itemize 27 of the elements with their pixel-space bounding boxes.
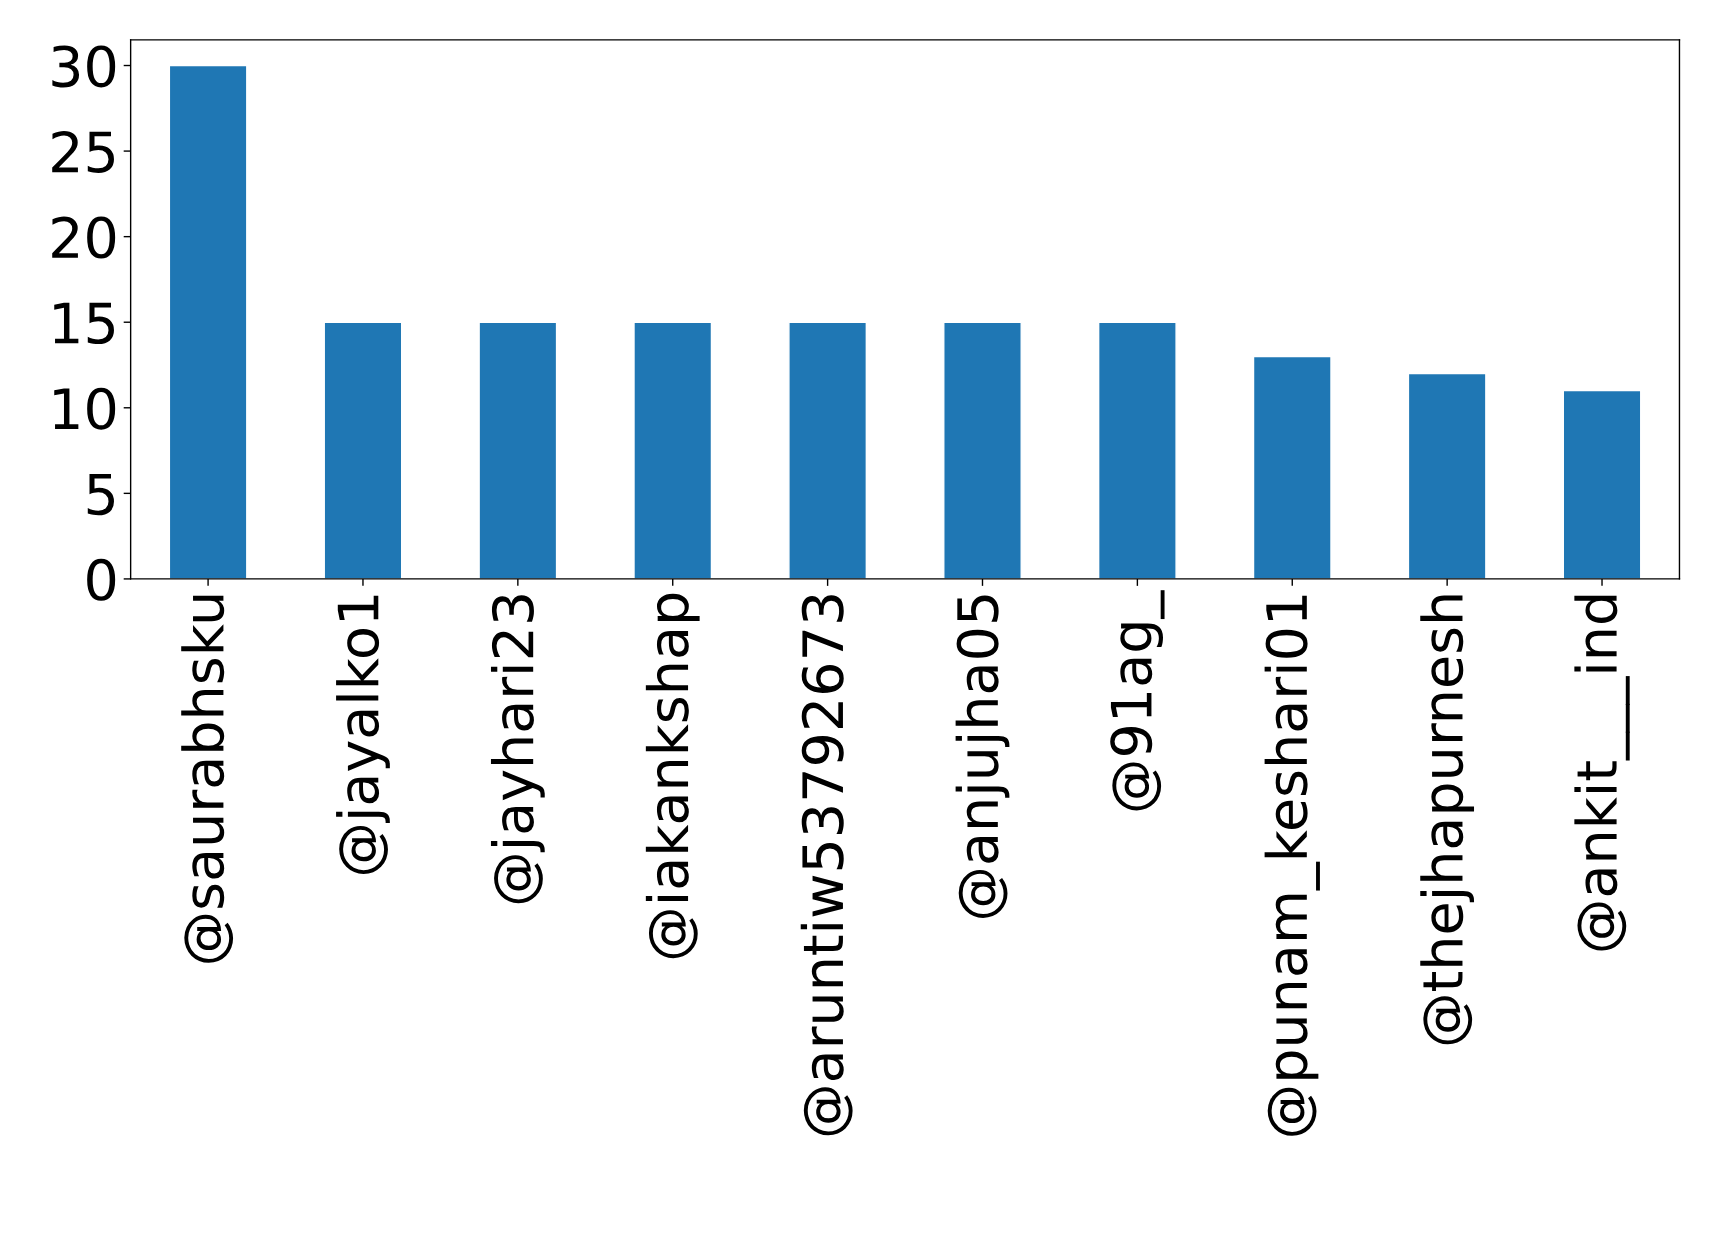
y-tick-label: 15 — [54, 302, 114, 345]
x-tick-label: @saurabhsku — [181, 595, 234, 963]
y-tick-label: 0 — [87, 558, 116, 601]
x-tick-label: @anjujha05 — [955, 595, 1010, 918]
y-tick-label: 30 — [52, 45, 116, 88]
bar — [1562, 389, 1642, 579]
y-tick-label: 10 — [54, 387, 116, 430]
bar — [1252, 355, 1332, 579]
x-tick-label: @aruntiw53792673 — [800, 595, 853, 1136]
bar — [1407, 372, 1487, 579]
bar — [323, 321, 403, 579]
bar — [633, 321, 713, 579]
y-tick-label: 25 — [52, 130, 114, 173]
bar — [943, 321, 1022, 579]
y-tick-label: 20 — [52, 216, 116, 259]
x-tick-label: @jayalko1 — [336, 595, 390, 874]
x-tick-label: @thejhapurnesh — [1420, 595, 1475, 1045]
bar — [168, 64, 248, 579]
x-tick-label: @91ag_ — [1110, 590, 1165, 811]
bar — [478, 321, 558, 579]
x-tick-label: @jayhari23 — [490, 595, 545, 904]
bar — [788, 321, 868, 579]
x-tick-label: @iakankshap — [645, 593, 700, 959]
x-tick-label: @punam_keshari01 — [1264, 595, 1320, 1136]
y-tick-label: 5 — [87, 473, 114, 516]
bar — [1097, 321, 1177, 579]
x-tick-label: @ankit___ind — [1574, 595, 1630, 951]
